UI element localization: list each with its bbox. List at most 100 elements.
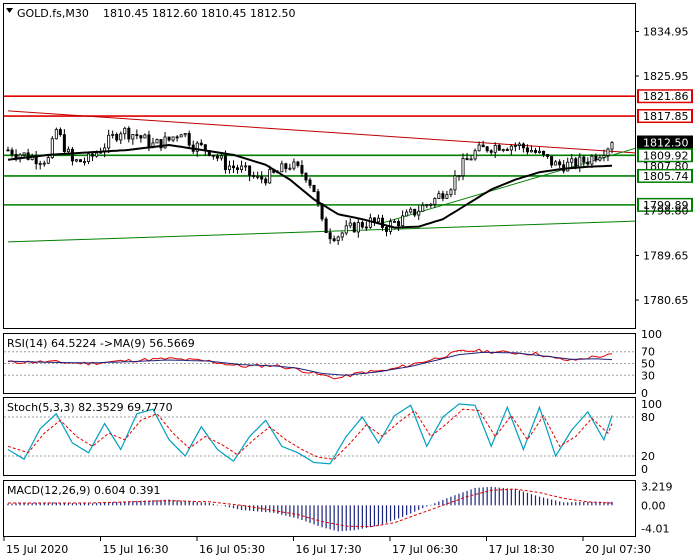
candle-body [421, 204, 425, 212]
time-tick-label: 20 Jul 07:30 [585, 543, 651, 556]
time-tick-label: 15 Jul 2020 [6, 543, 68, 556]
candle-body [199, 142, 203, 146]
candle-body [344, 225, 348, 234]
candle-body [6, 149, 10, 152]
rsi-panel-frame [3, 333, 636, 394]
rsi-header: RSI(14) 64.5224 ->MA(9) 56.5669 [7, 337, 195, 350]
candle-body [244, 165, 248, 168]
stoch-panel-frame [3, 397, 636, 476]
candle-body [50, 138, 54, 159]
candle-body [159, 139, 163, 149]
candle-body [74, 159, 78, 162]
candle-body [489, 150, 493, 153]
price-tick-label: 1789.65 [643, 250, 689, 263]
candle-body [248, 165, 252, 176]
candle-body [401, 215, 405, 227]
time-tick-label: 17 Jul 18:30 [489, 543, 555, 556]
candle-body [493, 144, 497, 153]
candle-body [457, 175, 461, 178]
candle-body [115, 133, 119, 141]
candle-body [501, 149, 505, 151]
macd-plot [7, 486, 613, 532]
candle-body [312, 184, 316, 193]
candle-body [46, 157, 50, 164]
candle-body [155, 139, 159, 144]
candle-body [461, 157, 465, 177]
macd-header: MACD(12,26,9) 0.604 0.391 [7, 484, 161, 497]
candle-body [441, 193, 445, 199]
price-tags: 1821.861817.851812.501809.921807.801805.… [637, 89, 693, 217]
price-tag-label: 1812.50 [643, 137, 689, 150]
candle-body [22, 152, 26, 156]
candle-body [167, 136, 171, 141]
macd-tick-label: 0.00 [641, 499, 666, 512]
symbol-label: GOLD.fs,M30 [17, 7, 89, 20]
candle-body [521, 143, 525, 149]
stoch-tick-label: 20 [641, 450, 655, 463]
candle-body [546, 154, 550, 157]
candle-body [485, 146, 489, 152]
candle-body [308, 179, 312, 186]
price-tag-inner [639, 170, 691, 182]
candle-body [405, 211, 409, 217]
rsi-tick-label: 0 [641, 387, 648, 400]
candle-body [453, 175, 457, 191]
candle-body [417, 210, 421, 216]
candle-body [260, 175, 264, 180]
price-tick-label: 1825.95 [643, 70, 689, 83]
price-tag-inner [639, 199, 691, 211]
candle-body [425, 204, 429, 207]
time-tick-label: 17 Jul 06:30 [392, 543, 458, 556]
candle-body [183, 133, 187, 136]
candle-body [554, 161, 558, 166]
candle-body [256, 175, 260, 178]
price-plot [4, 95, 636, 245]
price-tick-label: 1834.95 [643, 25, 689, 38]
candle-body [14, 154, 18, 159]
macd-tick-label: -4.01 [641, 523, 669, 536]
price-tag-inner [639, 90, 691, 102]
candle-body [352, 222, 356, 233]
candle-body [280, 163, 284, 173]
gridlines [4, 351, 635, 457]
rsi-tick-label: 70 [641, 346, 655, 359]
candle-body [594, 155, 598, 161]
candle-body [574, 158, 578, 168]
candle-body [477, 144, 481, 152]
rsi-tick-label: 50 [641, 358, 655, 371]
candle-body [393, 221, 397, 223]
stoch-header: Stoch(5,3,3) 82.3529 69.7770 [7, 401, 173, 414]
candle-body [590, 155, 594, 165]
collapse-triangle-icon[interactable] [6, 8, 13, 13]
candle-body [231, 165, 236, 169]
candle-body [602, 155, 606, 159]
candle-body [131, 134, 135, 140]
candle-body [433, 198, 437, 205]
candle-body [215, 155, 219, 159]
candle-body [529, 150, 533, 153]
candle-body [449, 189, 453, 196]
candle-body [195, 142, 199, 152]
candle-body [397, 221, 401, 227]
candle-body [163, 136, 167, 149]
price-tag-inner [639, 149, 691, 161]
candle-body [139, 135, 143, 139]
rsi-tick-label: 30 [641, 369, 655, 382]
candle-body [264, 178, 268, 184]
candle-body [525, 147, 529, 153]
ohlc-label: 1810.45 1812.60 1810.45 1812.50 [103, 7, 295, 20]
candle-body [187, 133, 191, 146]
candle-body [236, 167, 240, 170]
candle-body [586, 161, 590, 165]
candle-body [284, 163, 288, 170]
trendline [7, 110, 636, 154]
candle-body [111, 133, 115, 136]
candle-body [570, 158, 574, 163]
candle-body [223, 155, 227, 171]
candle-body [606, 148, 610, 156]
macd-tick-label: 3.219 [641, 481, 673, 494]
stoch-k-line [7, 403, 613, 465]
time-tick-label: 16 Jul 05:30 [199, 543, 265, 556]
candle-body [91, 153, 95, 157]
candle-body [58, 129, 62, 136]
